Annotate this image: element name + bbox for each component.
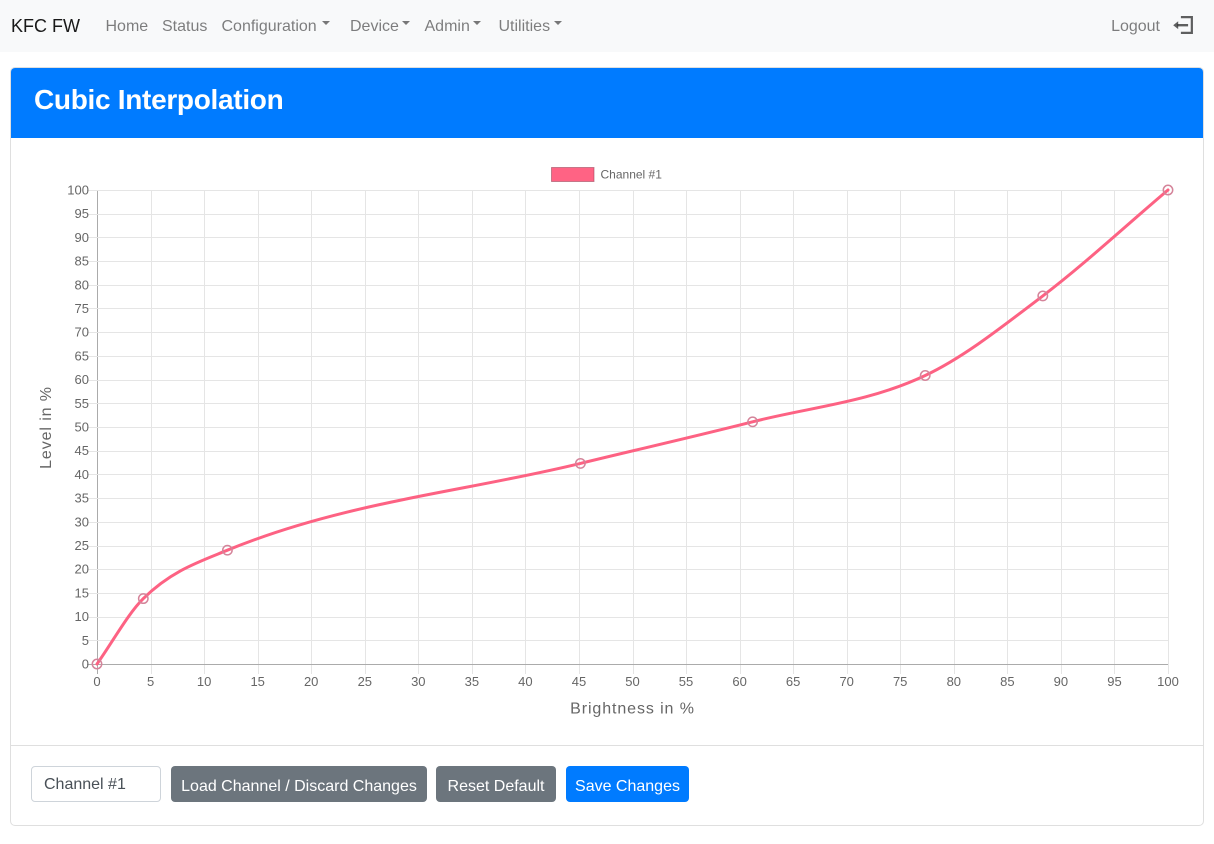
svg-text:40: 40: [75, 467, 89, 482]
svg-text:65: 65: [786, 674, 800, 689]
svg-text:65: 65: [75, 348, 89, 363]
svg-text:30: 30: [411, 674, 425, 689]
svg-text:90: 90: [1054, 674, 1068, 689]
svg-text:80: 80: [75, 277, 89, 292]
svg-text:Brightness in %: Brightness in %: [570, 701, 695, 718]
svg-text:40: 40: [518, 674, 532, 689]
svg-text:5: 5: [147, 674, 154, 689]
svg-text:100: 100: [67, 183, 89, 198]
svg-text:10: 10: [197, 674, 211, 689]
svg-text:0: 0: [93, 674, 100, 689]
svg-text:60: 60: [75, 372, 89, 387]
svg-text:5: 5: [82, 633, 89, 648]
svg-text:50: 50: [75, 420, 89, 435]
svg-text:45: 45: [572, 674, 586, 689]
svg-text:10: 10: [75, 609, 89, 624]
svg-text:75: 75: [75, 301, 89, 316]
svg-text:Channel #1: Channel #1: [601, 167, 663, 181]
svg-text:95: 95: [75, 206, 89, 221]
svg-text:80: 80: [947, 674, 961, 689]
svg-text:50: 50: [625, 674, 639, 689]
svg-text:30: 30: [75, 514, 89, 529]
svg-text:15: 15: [250, 674, 264, 689]
svg-text:45: 45: [75, 443, 89, 458]
svg-text:60: 60: [732, 674, 746, 689]
svg-text:90: 90: [75, 230, 89, 245]
svg-text:35: 35: [465, 674, 479, 689]
svg-text:85: 85: [1000, 674, 1014, 689]
svg-text:25: 25: [75, 538, 89, 553]
svg-text:75: 75: [893, 674, 907, 689]
svg-text:15: 15: [75, 585, 89, 600]
svg-text:70: 70: [839, 674, 853, 689]
svg-text:0: 0: [82, 657, 89, 672]
svg-text:25: 25: [358, 674, 372, 689]
svg-text:55: 55: [679, 674, 693, 689]
svg-text:85: 85: [75, 254, 89, 269]
svg-text:55: 55: [75, 396, 89, 411]
svg-text:Level in %: Level in %: [38, 386, 55, 469]
svg-text:100: 100: [1157, 674, 1179, 689]
svg-text:20: 20: [75, 562, 89, 577]
svg-text:20: 20: [304, 674, 318, 689]
svg-text:35: 35: [75, 491, 89, 506]
svg-text:95: 95: [1107, 674, 1121, 689]
svg-text:70: 70: [75, 325, 89, 340]
